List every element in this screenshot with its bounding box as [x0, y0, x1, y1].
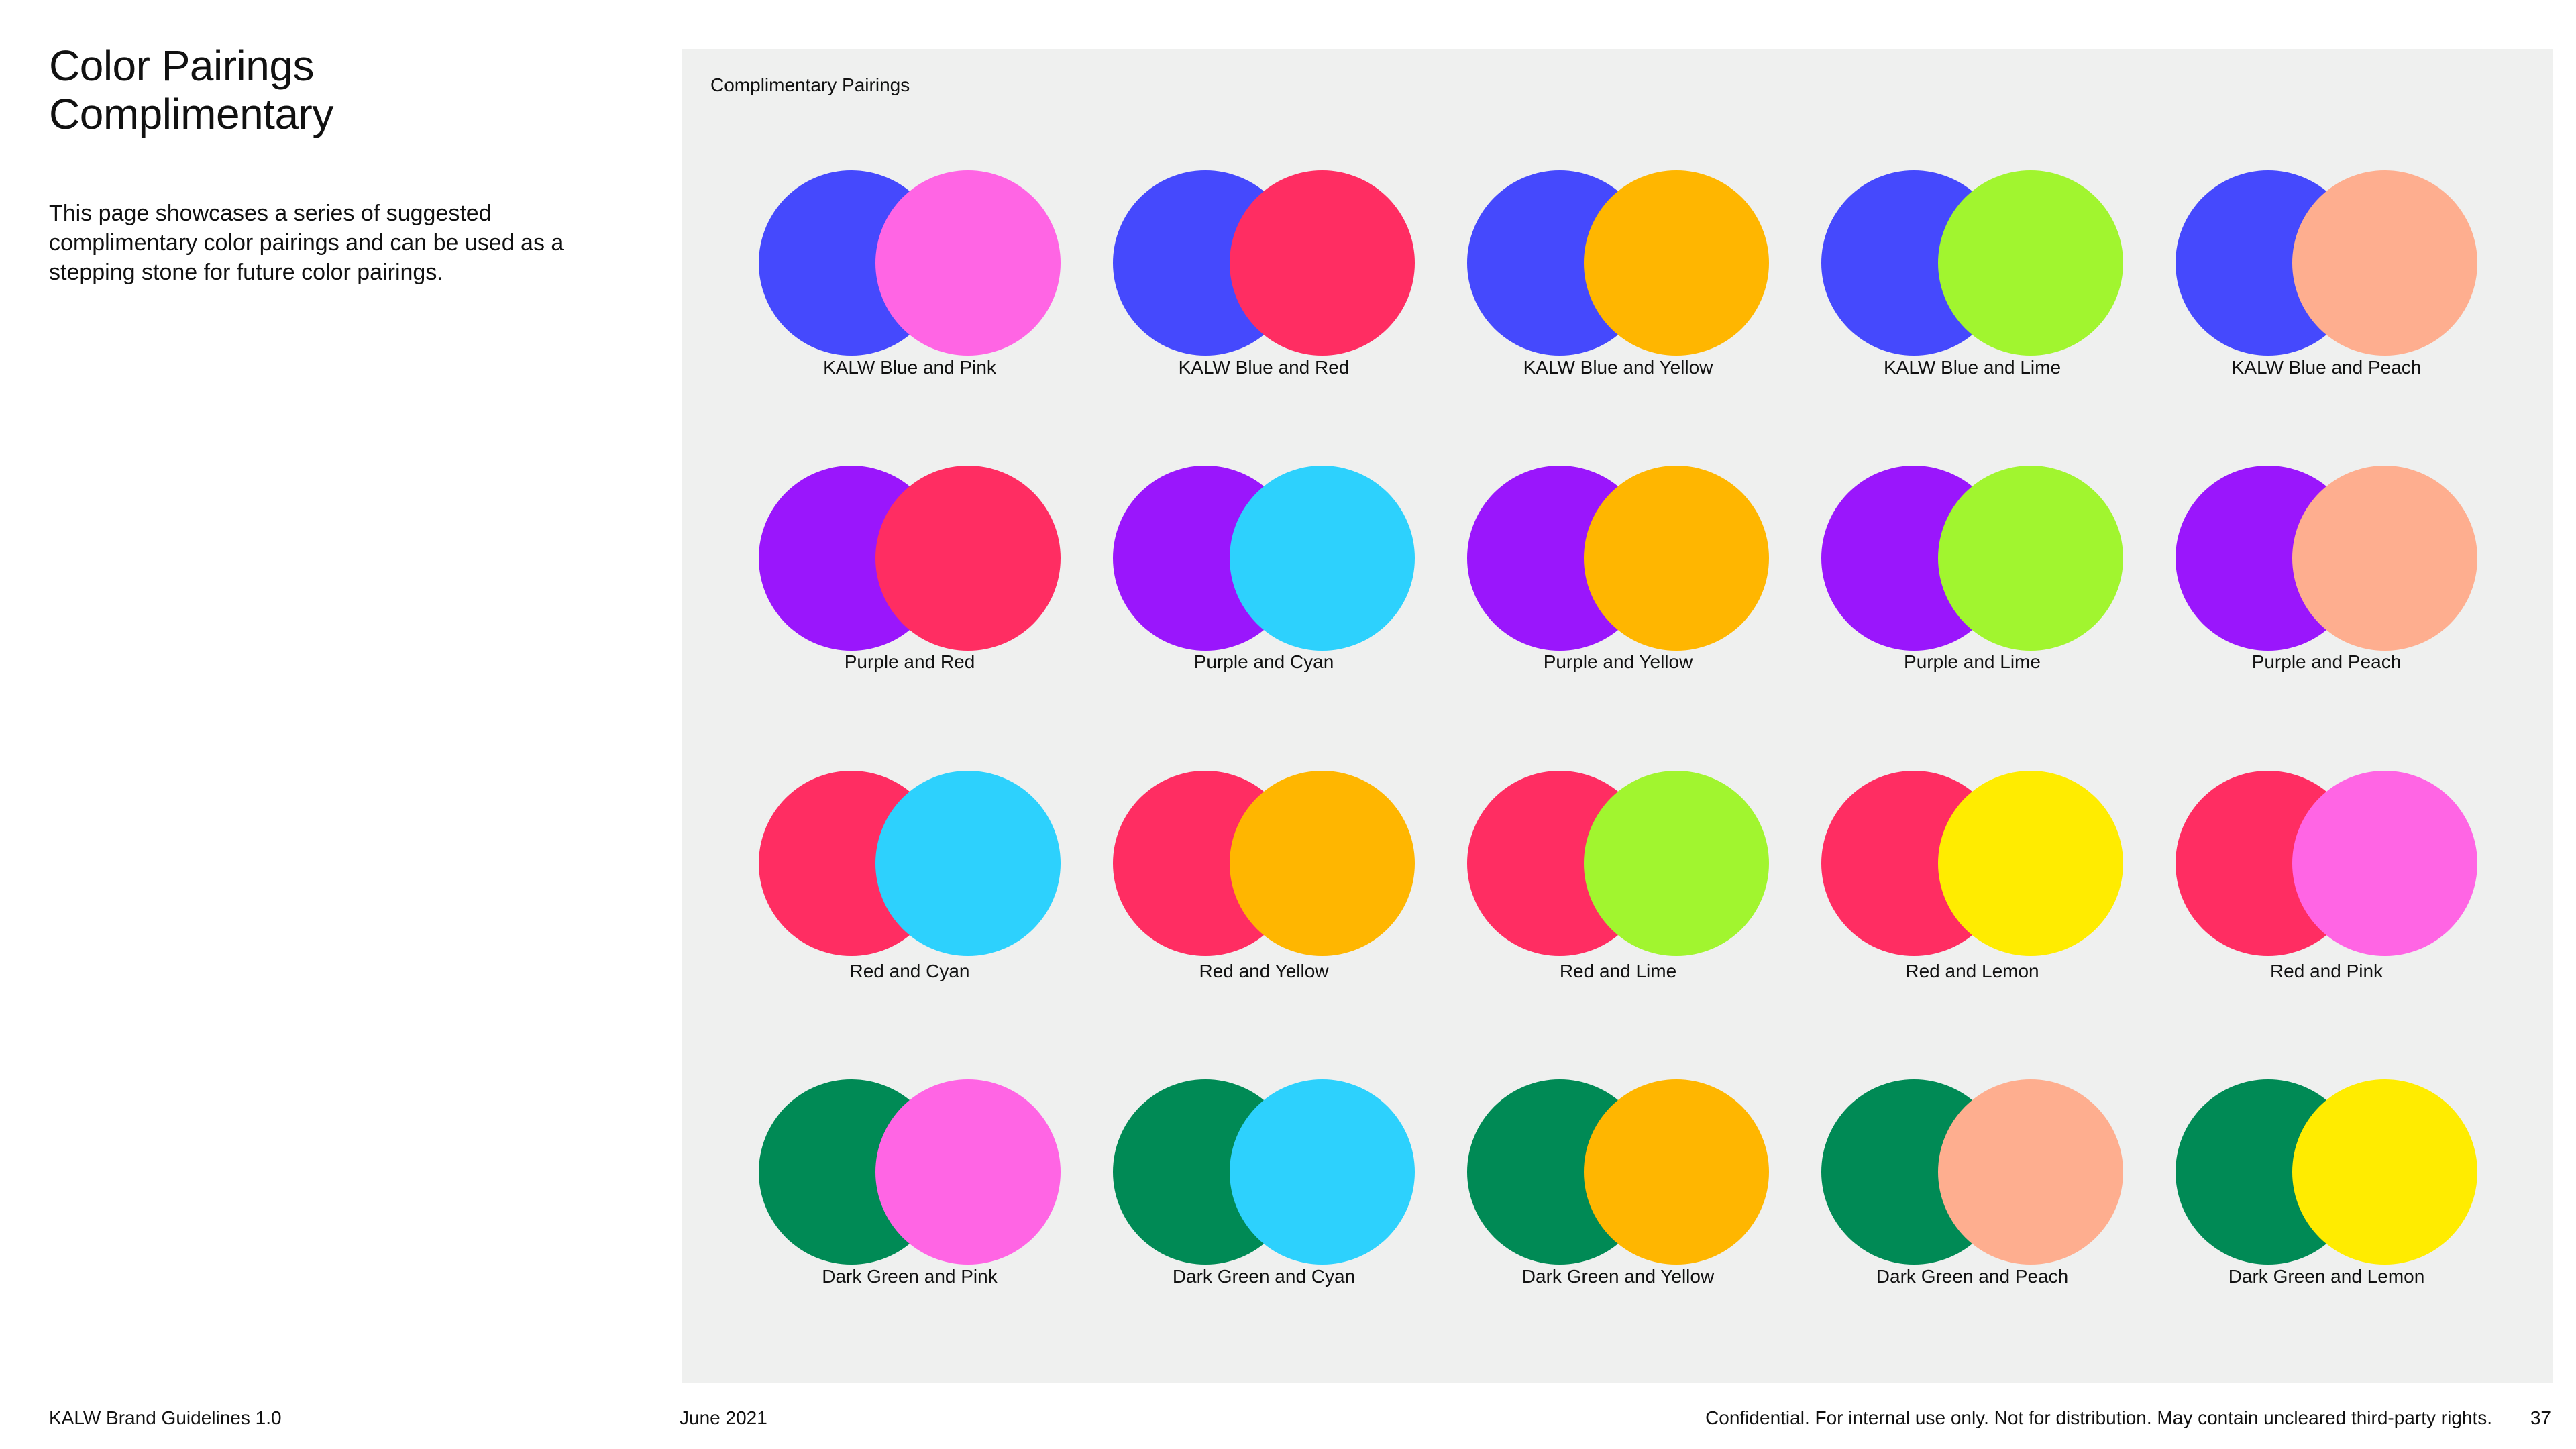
accent-color-circle: [1584, 771, 1769, 956]
pairing-label: KALW Blue and Lime: [1883, 357, 2061, 378]
color-pairing-swatch: Dark Green and Peach: [1821, 1079, 2123, 1388]
pairing-label: Dark Green and Cyan: [1172, 1266, 1356, 1287]
color-pairing-swatch: Red and Yellow: [1113, 771, 1415, 1079]
accent-color-circle: [2292, 771, 2477, 956]
panel-title: Complimentary Pairings: [710, 74, 910, 95]
color-pairing-swatch: Dark Green and Pink: [759, 1079, 1061, 1388]
color-pairing-swatch: Dark Green and Lemon: [2176, 1079, 2477, 1388]
color-pairing-swatch: KALW Blue and Pink: [759, 170, 1061, 479]
pairing-label: KALW Blue and Red: [1178, 357, 1350, 378]
color-pairing-swatch: Red and Cyan: [759, 771, 1061, 1079]
accent-color-circle: [875, 771, 1061, 956]
accent-color-circle: [1938, 771, 2123, 956]
pairing-label: Red and Lime: [1559, 961, 1677, 981]
footer-page-number: 37: [2530, 1407, 2551, 1428]
pairing-label: Red and Lemon: [1905, 961, 2039, 981]
color-pairing-swatch: Dark Green and Yellow: [1467, 1079, 1769, 1388]
accent-color-circle: [2292, 1079, 2477, 1265]
color-pairing-swatch: KALW Blue and Red: [1113, 170, 1415, 479]
color-pairing-swatch: Red and Lime: [1467, 771, 1769, 1079]
pairing-label: Dark Green and Lemon: [2228, 1266, 2425, 1287]
pairing-label: KALW Blue and Peach: [2231, 357, 2422, 378]
pairing-label: Dark Green and Yellow: [1521, 1266, 1715, 1287]
color-pairing-swatch: Purple and Lime: [1821, 466, 2123, 774]
accent-color-circle: [875, 170, 1061, 356]
accent-color-circle: [2292, 170, 2477, 356]
color-pairing-swatch: Red and Pink: [2176, 771, 2477, 1079]
color-pairing-swatch: Purple and Cyan: [1113, 466, 1415, 774]
page-title-line-2: Complimentary: [49, 90, 333, 138]
footer-doc-name: KALW Brand Guidelines 1.0: [49, 1407, 282, 1428]
pairing-label: Purple and Red: [844, 651, 975, 672]
color-pairing-swatch: Dark Green and Cyan: [1113, 1079, 1415, 1388]
pairing-label: Purple and Cyan: [1193, 651, 1334, 672]
page-title: Color Pairings Complimentary: [49, 42, 333, 138]
color-pairing-swatch: KALW Blue and Yellow: [1467, 170, 1769, 479]
pairing-label: Red and Pink: [2269, 961, 2383, 981]
accent-color-circle: [1584, 1079, 1769, 1265]
accent-color-circle: [1230, 771, 1415, 956]
accent-color-circle: [2292, 466, 2477, 651]
pairing-label: KALW Blue and Yellow: [1523, 357, 1713, 378]
pairings-panel: Complimentary Pairings KALW Blue and Pin…: [682, 49, 2553, 1383]
accent-color-circle: [1938, 466, 2123, 651]
accent-color-circle: [1230, 1079, 1415, 1265]
pairing-label: Dark Green and Peach: [1876, 1266, 2069, 1287]
color-pairing-swatch: Purple and Yellow: [1467, 466, 1769, 774]
accent-color-circle: [1230, 170, 1415, 356]
color-pairing-swatch: Purple and Peach: [2176, 466, 2477, 774]
intro-paragraph: This page showcases a series of suggeste…: [49, 201, 564, 285]
pairing-label: Purple and Yellow: [1543, 651, 1693, 672]
color-pairing-swatch: KALW Blue and Peach: [2176, 170, 2477, 479]
footer-legal-notice: Confidential. For internal use only. Not…: [1705, 1407, 2492, 1428]
pairing-label: Purple and Peach: [2251, 651, 2402, 672]
pairing-label: Dark Green and Pink: [822, 1266, 998, 1287]
pairing-label: Red and Yellow: [1199, 961, 1329, 981]
color-pairing-swatch: Red and Lemon: [1821, 771, 2123, 1079]
accent-color-circle: [1230, 466, 1415, 651]
accent-color-circle: [875, 1079, 1061, 1265]
color-pairing-swatch: KALW Blue and Lime: [1821, 170, 2123, 479]
pairing-label: Purple and Lime: [1904, 651, 2041, 672]
pairing-label: Red and Cyan: [849, 961, 970, 981]
accent-color-circle: [1938, 170, 2123, 356]
accent-color-circle: [1938, 1079, 2123, 1265]
pairing-label: KALW Blue and Pink: [823, 357, 996, 378]
page-title-line-1: Color Pairings: [49, 42, 314, 90]
accent-color-circle: [1584, 170, 1769, 356]
accent-color-circle: [875, 466, 1061, 651]
color-pairing-swatch: Purple and Red: [759, 466, 1061, 774]
accent-color-circle: [1584, 466, 1769, 651]
footer-date: June 2021: [680, 1407, 767, 1428]
